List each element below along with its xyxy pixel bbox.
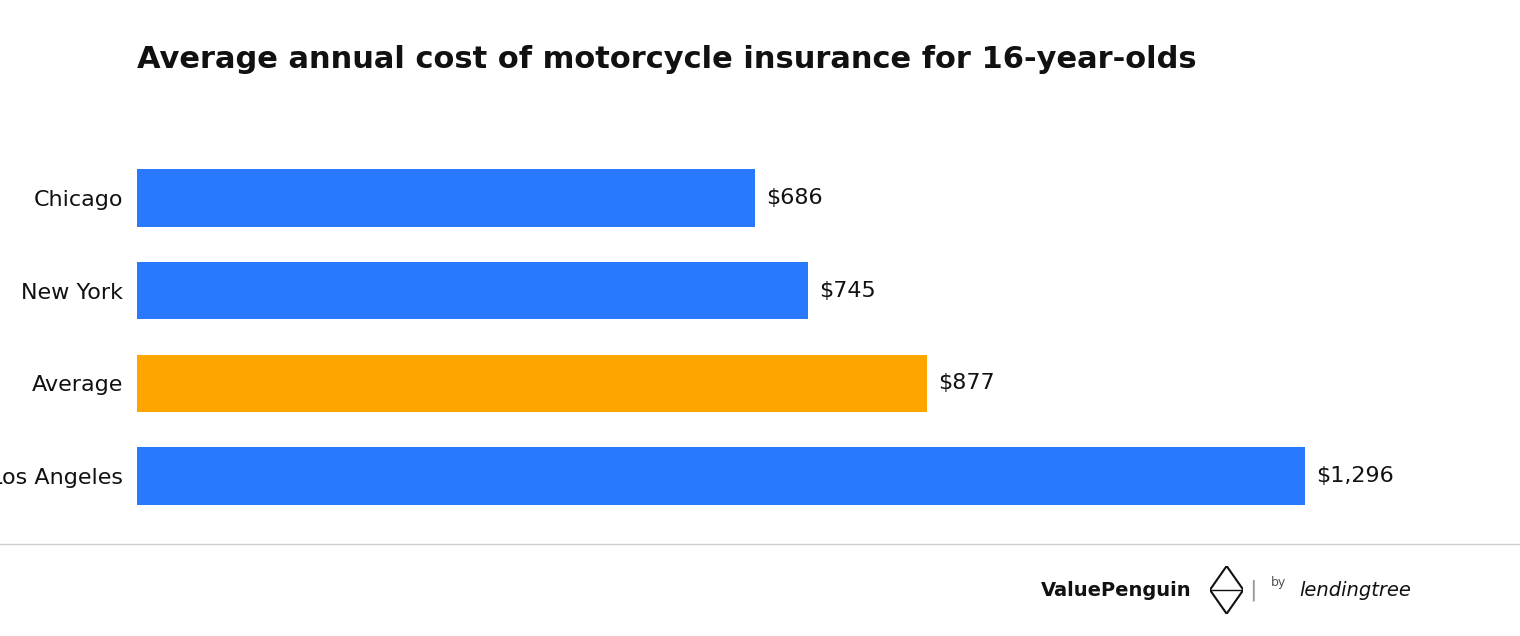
Text: |: | (1248, 579, 1257, 601)
Text: $686: $686 (766, 188, 822, 208)
Text: ValuePenguin: ValuePenguin (1041, 581, 1192, 600)
Text: Average annual cost of motorcycle insurance for 16-year-olds: Average annual cost of motorcycle insura… (137, 45, 1196, 74)
Text: by: by (1271, 576, 1286, 589)
Text: lendingtree: lendingtree (1300, 581, 1412, 600)
Text: $877: $877 (938, 373, 996, 394)
Bar (137, 262, 809, 319)
Bar (137, 447, 1306, 505)
Bar (137, 355, 927, 412)
Text: $1,296: $1,296 (1316, 466, 1394, 486)
Bar (137, 169, 755, 227)
Text: $745: $745 (819, 280, 876, 301)
